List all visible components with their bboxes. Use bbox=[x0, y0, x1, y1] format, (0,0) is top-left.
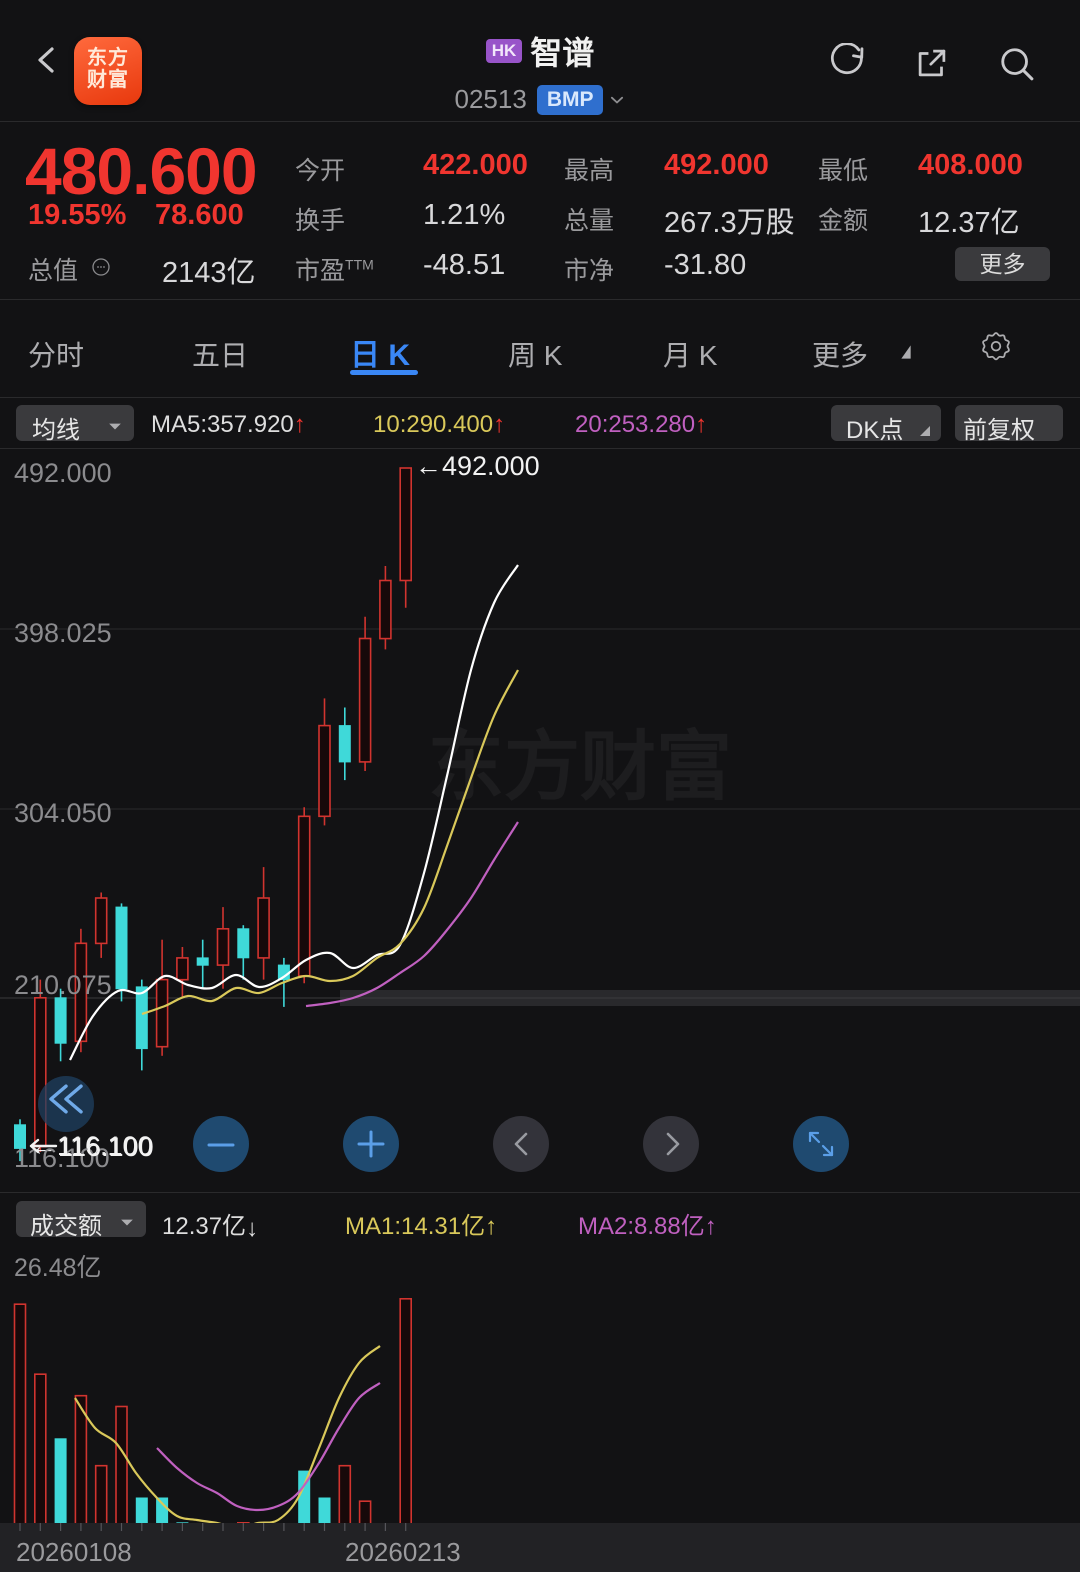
svg-text:←492.000: ←492.000 bbox=[415, 451, 540, 481]
